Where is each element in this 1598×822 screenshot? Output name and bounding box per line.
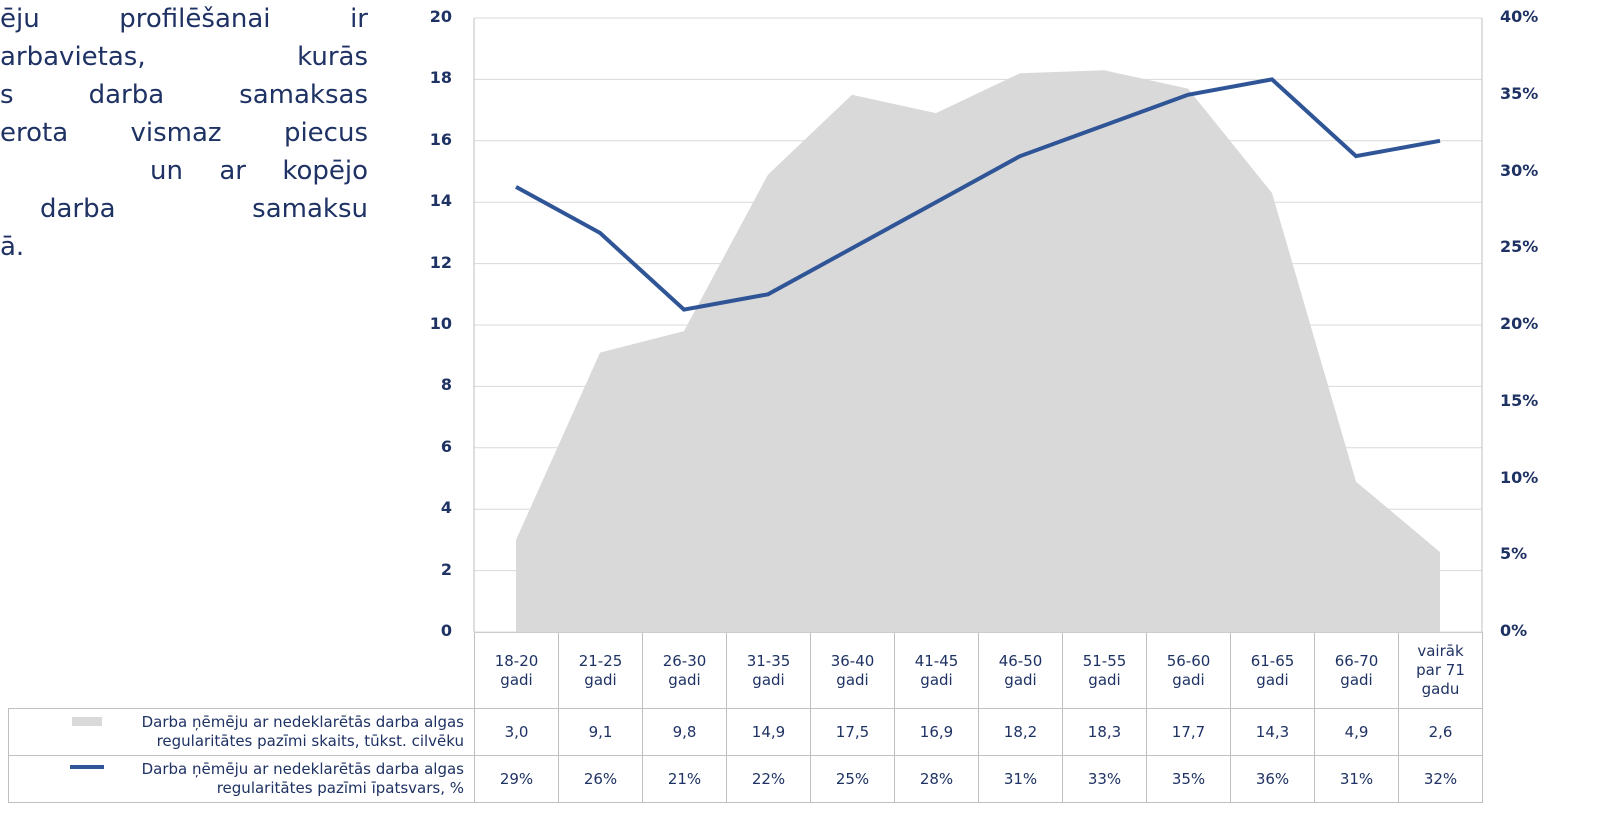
y-tick-label: 20: [429, 7, 452, 26]
data-label: 21%: [642, 755, 727, 803]
y2-tick-label: 35%: [1500, 83, 1539, 103]
y-tick-label: 4: [440, 498, 452, 518]
y2-tick-label: 25%: [1500, 237, 1539, 257]
y-tick-label: 8: [440, 375, 452, 395]
data-label: 28%: [894, 755, 979, 803]
x-tick-label: 36-40 gadi: [810, 632, 895, 709]
data-label: 14,3: [1230, 708, 1315, 756]
y-tick-label: 18: [429, 68, 452, 88]
data-label: 25%: [810, 755, 895, 803]
y-tick-label: 2: [440, 559, 452, 579]
data-label: 3,0: [474, 708, 559, 756]
y-tick-label: 12: [429, 252, 452, 272]
data-label: 22%: [726, 755, 811, 803]
data-label: 17,7: [1146, 708, 1231, 756]
data-label: 32%: [1398, 755, 1483, 803]
data-label: 29%: [474, 755, 559, 803]
x-tick-label: 18-20 gadi: [474, 632, 559, 709]
x-tick-label: 21-25 gadi: [558, 632, 643, 709]
x-tick-label: 56-60 gadi: [1146, 632, 1231, 709]
paragraph-line: s darba samaksas: [0, 80, 368, 110]
data-label: 31%: [1314, 755, 1399, 803]
paragraph-line: erota vismaz piecus: [0, 118, 368, 148]
legend-entry: Darba ņēmēju ar nedeklarētās darba algas…: [8, 708, 475, 756]
y-tick-label: 14: [429, 191, 452, 211]
x-tick-label: 31-35 gadi: [726, 632, 811, 709]
legend-entry: Darba ņēmēju ar nedeklarētās darba algas…: [8, 755, 475, 803]
x-tick-label: 51-55 gadi: [1062, 632, 1147, 709]
x-tick-label: 26-30 gadi: [642, 632, 727, 709]
area: [516, 70, 1440, 632]
y-tick-label: 10: [429, 314, 452, 333]
y2-tick-label: 0%: [1500, 621, 1528, 640]
data-label: 26%: [558, 755, 643, 803]
paragraph-line: un ar kopējo: [150, 156, 368, 186]
paragraph-line: arbavietas, kurās: [0, 42, 368, 72]
data-label: 17,5: [810, 708, 895, 756]
paragraph-line: ā.: [0, 232, 25, 262]
data-label: 16,9: [894, 708, 979, 756]
data-label: 36%: [1230, 755, 1315, 803]
y2-tick-label: 5%: [1500, 544, 1528, 564]
data-label: 4,9: [1314, 708, 1399, 756]
x-tick-label: vairāk par 71 gadu: [1398, 632, 1483, 709]
y2-tick-label: 20%: [1500, 314, 1539, 333]
data-label: 14,9: [726, 708, 811, 756]
data-label: 18,2: [978, 708, 1063, 756]
data-label: 2,6: [1398, 708, 1483, 756]
y-tick-label: 6: [440, 436, 452, 456]
paragraph-line: ēju profilēšanai ir: [0, 4, 368, 34]
y2-tick-label: 30%: [1500, 160, 1539, 180]
data-label: 35%: [1146, 755, 1231, 803]
x-tick-label: 61-65 gadi: [1230, 632, 1315, 709]
data-label: 33%: [1062, 755, 1147, 803]
y-tick-label: 16: [429, 129, 452, 149]
x-tick-label: 46-50 gadi: [978, 632, 1063, 709]
y2-tick-label: 10%: [1500, 467, 1539, 487]
data-label: 31%: [978, 755, 1063, 803]
data-label: 18,3: [1062, 708, 1147, 756]
paragraph-line: darba samaksu: [40, 194, 368, 224]
x-tick-label: 41-45 gadi: [894, 632, 979, 709]
data-label: 9,8: [642, 708, 727, 756]
y2-tick-label: 40%: [1500, 7, 1539, 26]
data-label: 9,1: [558, 708, 643, 756]
y-tick-label: 0: [440, 621, 452, 640]
x-tick-label: 66-70 gadi: [1314, 632, 1399, 709]
y2-tick-label: 15%: [1500, 390, 1539, 410]
line: [515, 77, 1441, 312]
